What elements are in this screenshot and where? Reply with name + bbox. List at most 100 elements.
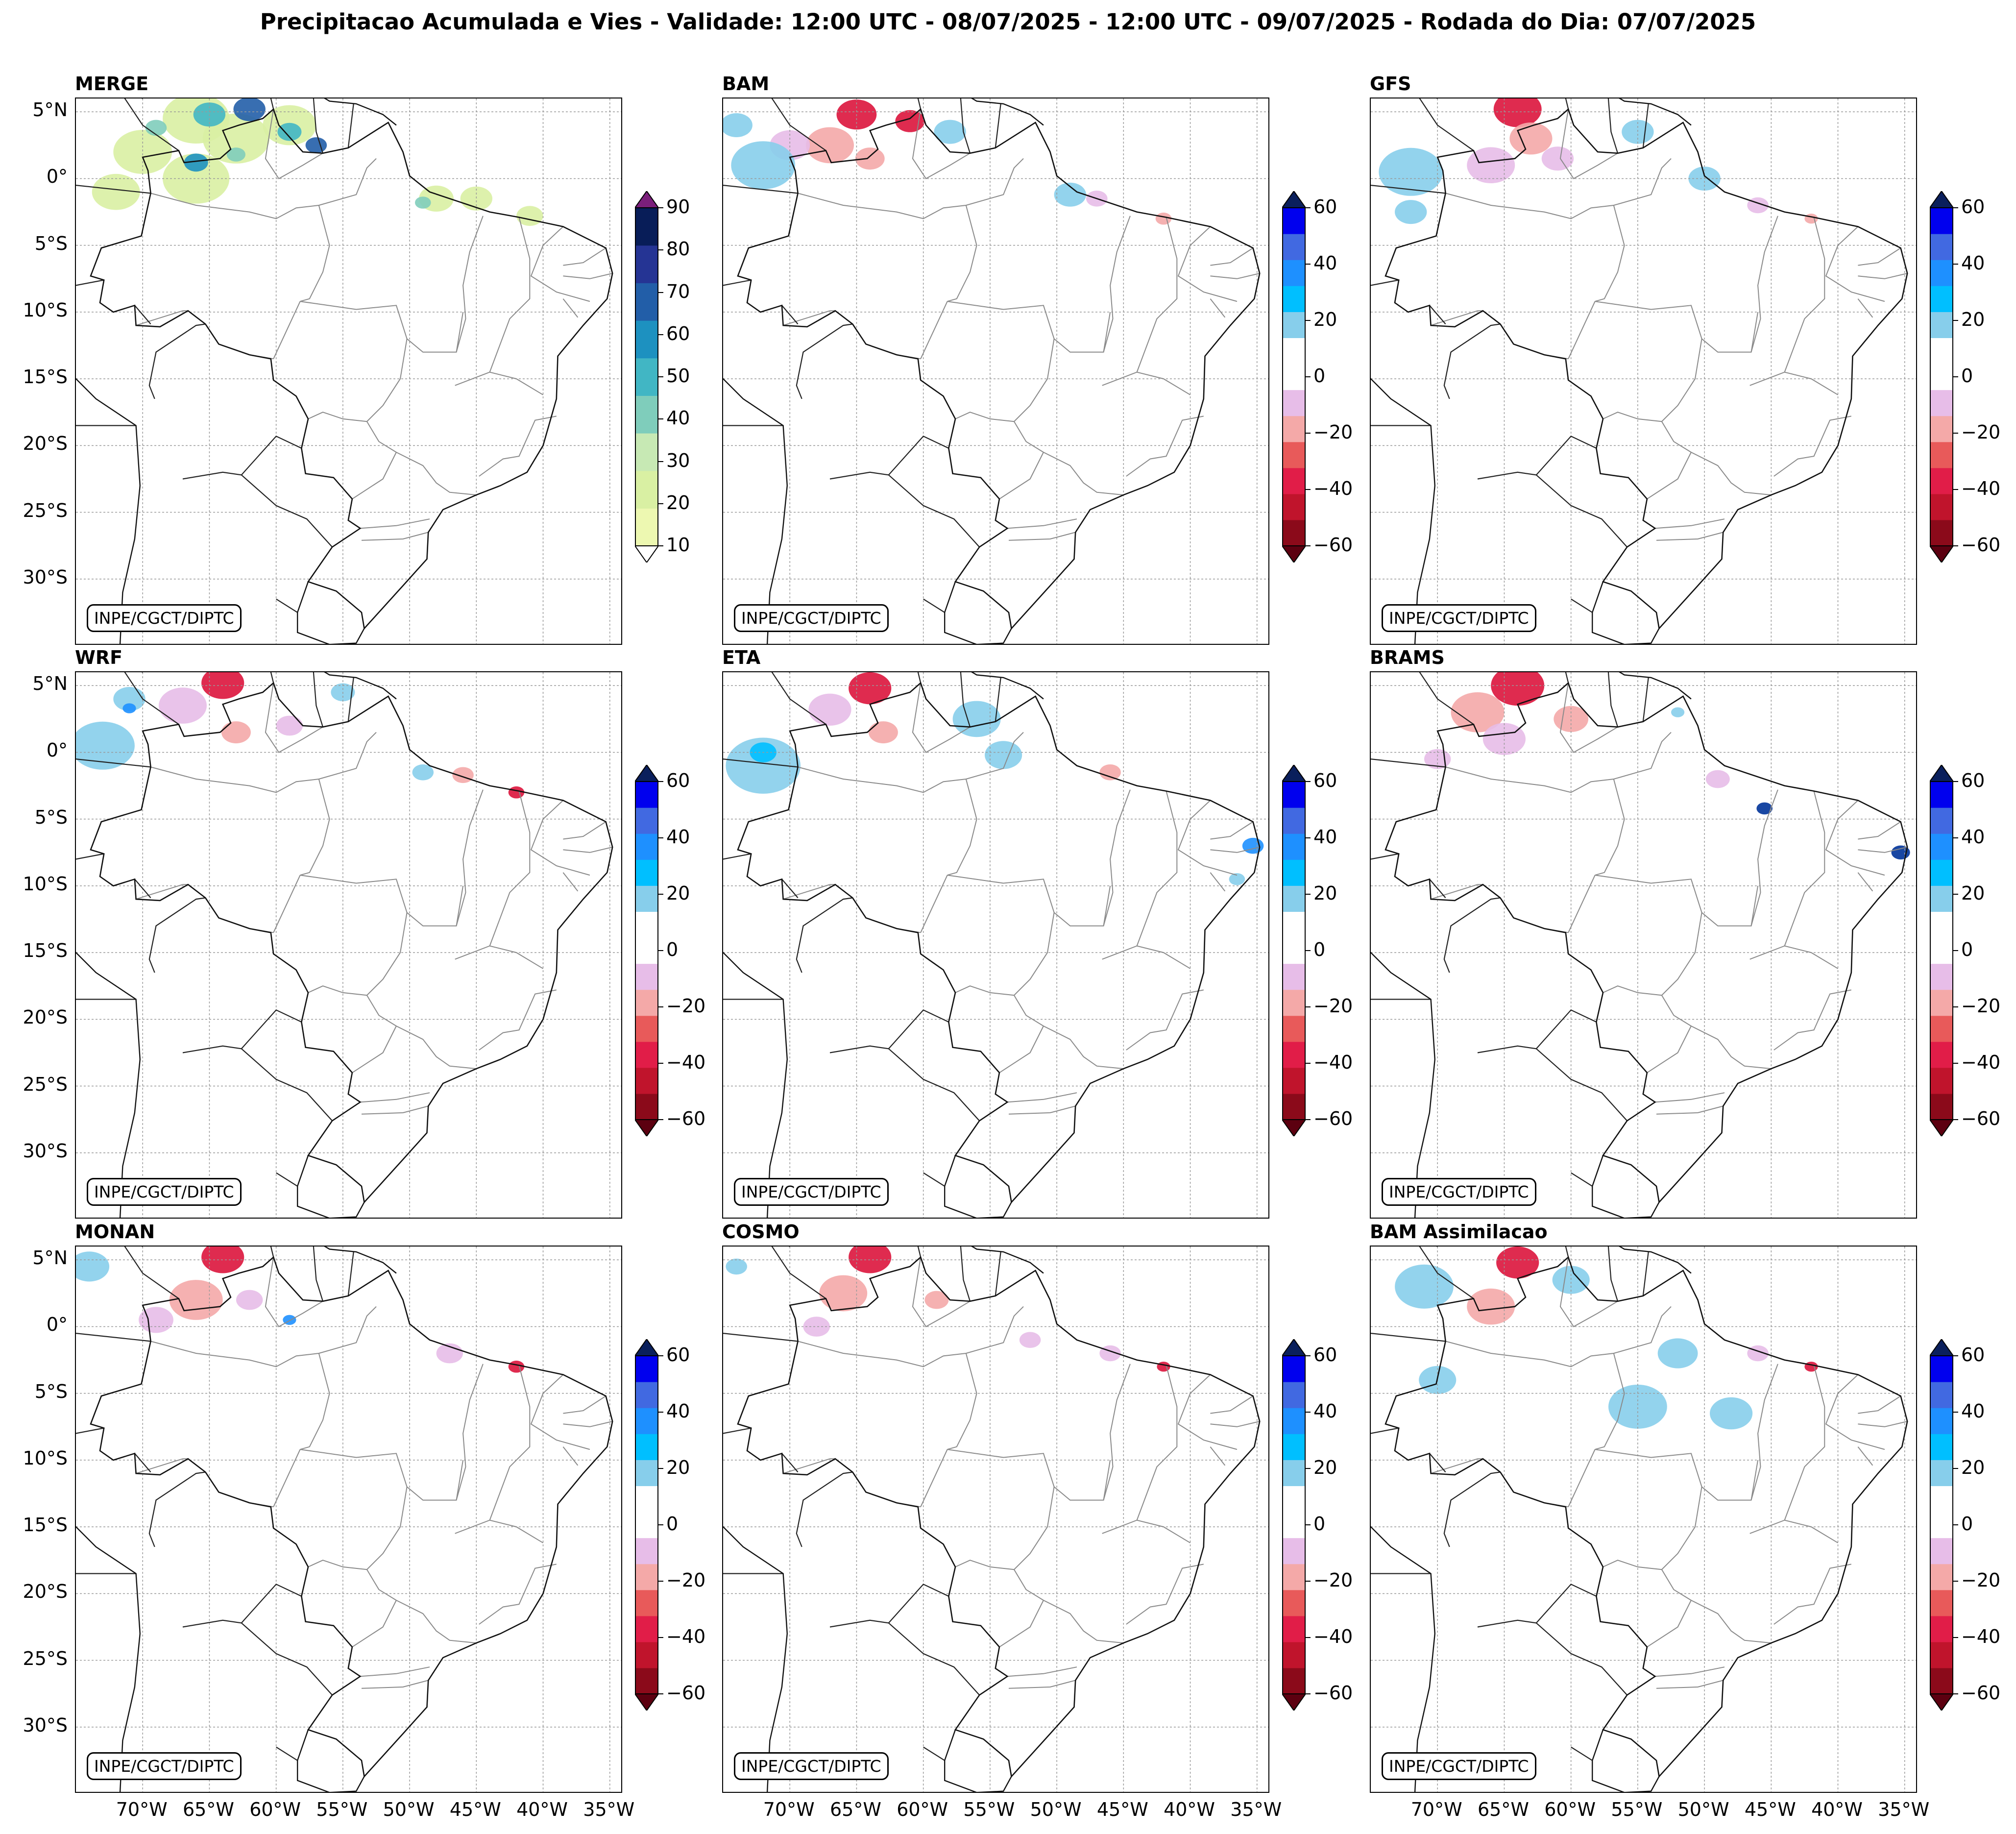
field-blob [226,147,245,162]
state-border [1749,371,1839,395]
state-border [1595,1449,1759,1501]
colorbar-segment [1930,338,1953,365]
country-border [781,305,799,325]
map-cosmo: INPE/CGCT/DIPTC [722,1246,1269,1793]
state-border [1102,371,1191,395]
colorbar-segment [1282,989,1306,1016]
colorbar-tick-mark [658,418,663,420]
state-border [1210,821,1254,840]
map-monan: INPE/CGCT/DIPTC [75,1246,622,1793]
state-border [1691,1600,1772,1644]
country-border [76,758,151,768]
colorbar-tick-mark [1306,1006,1311,1007]
state-border [352,452,397,500]
state-border [1559,683,1618,753]
field-blob [113,130,172,174]
country-border [1371,1427,1399,1434]
coastline [1619,1247,1692,1274]
country-border [182,1009,302,1053]
coastline [76,1526,141,1792]
colorbar-tick-label: −20 [1313,1569,1353,1591]
state-border [783,884,835,900]
colorbar-tick-label: 40 [666,1400,690,1422]
colorbar-frame [1930,1355,1953,1694]
colorbar-segment [1930,312,1953,338]
country-border [1429,1453,1446,1473]
map-wrf: INPE/CGCT/DIPTC [75,671,622,1219]
map-merge: INPE/CGCT/DIPTC [75,98,622,645]
colorbar-tick-mark [1953,376,1958,377]
colorbar-tick-label: 20 [666,882,690,904]
colorbar-segment [635,283,658,321]
colorbar-segment [1930,911,1953,938]
state-border [308,1560,367,1570]
country-border [1536,1622,1627,1696]
lon-tick-label: 70°W [116,1799,168,1820]
field-layer [726,1247,1170,1372]
coastline [944,1155,1012,1218]
state-border [1177,1374,1238,1450]
colorbar-extend-bottom [1282,1119,1306,1136]
field-blob [277,122,302,141]
colorbar-tick-mark [658,1637,663,1638]
colorbar-segment [1282,1408,1306,1434]
field-blob [276,715,303,736]
colorbar-segment [1282,859,1306,886]
field-blob [1242,837,1264,854]
state-border [563,1395,607,1414]
colorbar-segment [1282,208,1306,234]
country-border [923,598,945,613]
state-border [920,875,948,933]
colorbar-segment [1282,234,1306,260]
field-blob [855,147,885,170]
colorbar-segment [1282,1538,1306,1565]
country-border [76,1333,151,1342]
colorbar-segment [1930,416,1953,442]
colorbar-tick-label: −60 [1313,534,1353,556]
state-border [1857,1446,1873,1466]
lon-tick-label: 60°W [1544,1799,1596,1820]
colorbar-eta [1282,765,1306,1136]
field-blob [113,687,146,711]
lat-tick-label: 30°S [23,1714,68,1736]
state-border [1008,532,1076,541]
colorbar-tick-mark [1953,1468,1958,1469]
country-border [960,98,971,154]
colorbar-frame [1282,207,1306,546]
country-border [76,853,104,860]
coastline [324,98,397,126]
state-border [1126,416,1204,477]
colorbar-segment [1282,1667,1306,1694]
colorbar-segment [635,1408,658,1434]
state-border [1655,1092,1725,1103]
country-border [781,879,799,899]
state-border [1431,884,1483,900]
colorbar-tick-label: −40 [1961,478,2001,499]
country-border [313,672,324,728]
colorbar-tick-label: 20 [1961,309,1985,330]
colorbar-segment [1930,1486,1953,1513]
colorbar-extend-top [1930,191,1953,208]
state-border [265,1257,323,1327]
state-border [1103,216,1131,352]
colorbar-tick-mark [1306,1355,1311,1356]
lon-tick-label: 55°W [963,1799,1015,1820]
colorbar-cosmo [1282,1339,1306,1711]
state-border [1210,1420,1260,1427]
state-border [1136,791,1178,946]
coastline [1592,581,1660,644]
country-border [313,98,324,154]
state-border [1126,1564,1204,1625]
state-border [1013,339,1055,453]
colorbar-tick-mark [658,545,663,546]
state-border [455,1519,544,1543]
field-layer [1395,1247,1818,1430]
colorbar-segment [1282,1015,1306,1042]
colorbar-segment [1282,911,1306,938]
country-border [1419,672,1474,725]
credit-label: INPE/CGCT/DIPTC [734,1752,889,1780]
state-border [489,217,531,372]
coastline [971,1247,1044,1274]
brazil-outline [90,1256,613,1778]
country-border [276,1172,298,1187]
